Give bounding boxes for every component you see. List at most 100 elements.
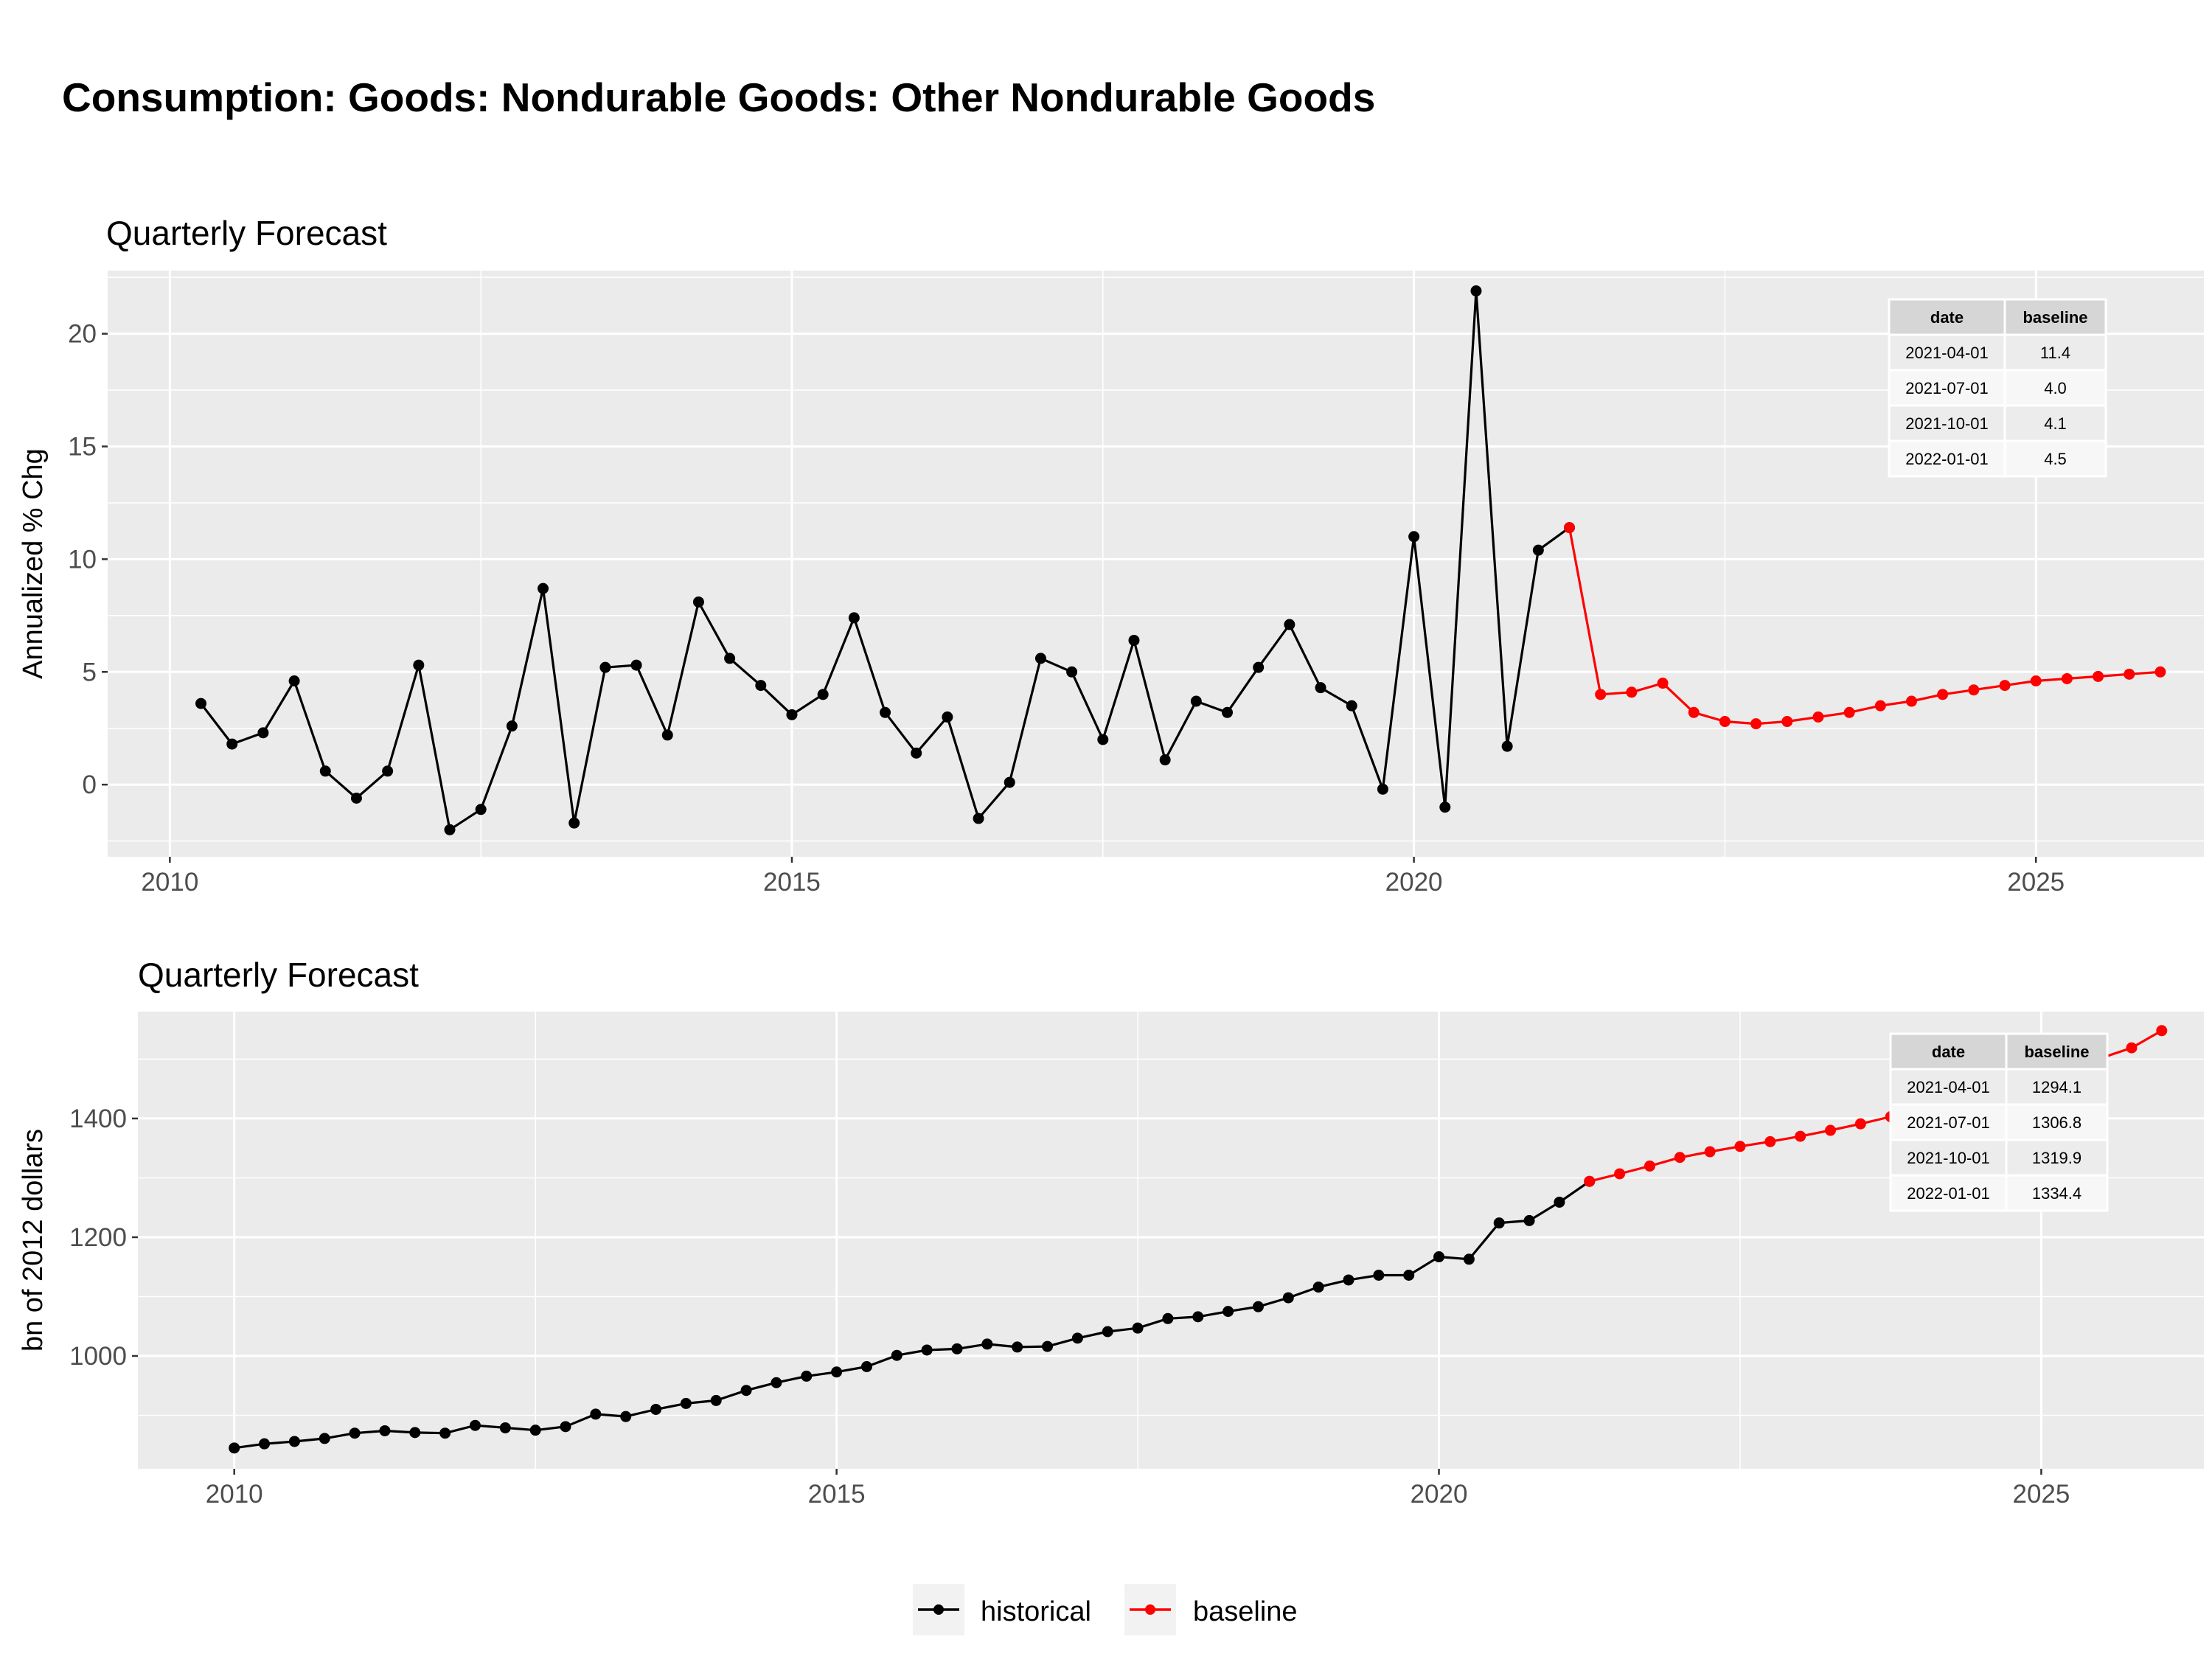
data-point-baseline xyxy=(2156,1025,2168,1037)
data-point-historical xyxy=(692,596,704,608)
data-point-historical xyxy=(1470,285,1482,297)
chart-panel-1: Quarterly Forecast 0 5 10 15 20 2010 2015 2020 20… xyxy=(18,214,2204,897)
table-cell xyxy=(2005,1174,2109,1212)
data-point-baseline xyxy=(1968,684,1980,696)
data-point-historical xyxy=(1222,1306,1234,1318)
chart-subtitle: Quarterly Forecast xyxy=(106,214,387,252)
data-point-historical xyxy=(319,1433,330,1444)
table-header-date: date xyxy=(1932,1043,1965,1061)
table-cell-text: 1306.8 xyxy=(2032,1113,2081,1132)
data-point-historical xyxy=(1282,1292,1294,1304)
data-point-historical xyxy=(710,1394,722,1406)
data-point-historical xyxy=(475,804,487,815)
table-header-cell xyxy=(1888,298,2006,336)
data-point-historical xyxy=(1377,783,1388,795)
data-point-historical xyxy=(529,1425,541,1436)
data-point-historical xyxy=(538,582,549,594)
x-tick-label: 2020 xyxy=(1385,868,1443,897)
data-point-historical xyxy=(650,1403,662,1415)
data-point-historical xyxy=(1066,666,1078,678)
data-point-baseline xyxy=(1812,711,1824,723)
x-tick-label: 2015 xyxy=(763,868,821,897)
data-point-historical xyxy=(1532,544,1544,556)
y-tick-label: 20 xyxy=(68,320,97,349)
data-point-historical xyxy=(257,727,269,739)
data-point-historical xyxy=(1408,531,1420,543)
data-point-baseline xyxy=(1626,686,1638,698)
data-point-baseline xyxy=(1674,1152,1686,1164)
y-tick-label: 0 xyxy=(83,771,97,799)
legend: historical baseline xyxy=(913,1584,1298,1635)
table-cell-text: 4.0 xyxy=(2044,379,2067,397)
x-tick-label: 2025 xyxy=(2007,868,2065,897)
table-cell-text: 1319.9 xyxy=(2032,1149,2081,1167)
chart-panel-2: Quarterly Forecast 1000 1200 1400 2010 2015 20… xyxy=(18,956,2204,1509)
table-cell-text: 11.4 xyxy=(2040,344,2070,362)
table-cell-text: 2021-04-01 xyxy=(1905,344,1989,362)
data-point-historical xyxy=(1312,1281,1324,1293)
table-header-baseline: baseline xyxy=(2023,308,2087,327)
table-cell-text: 2021-04-01 xyxy=(1907,1078,1990,1096)
data-point-historical xyxy=(1162,1312,1174,1324)
x-tick-label: 2025 xyxy=(2012,1480,2070,1509)
data-point-historical xyxy=(1403,1270,1415,1281)
y-tick-label: 1000 xyxy=(69,1342,127,1371)
data-point-historical xyxy=(499,1422,511,1433)
data-point-historical xyxy=(288,675,300,686)
legend-label-baseline: baseline xyxy=(1193,1596,1298,1627)
table-header-cell xyxy=(2005,1032,2109,1071)
data-point-baseline xyxy=(1781,716,1793,728)
legend-label-historical: historical xyxy=(981,1596,1091,1627)
data-point-historical xyxy=(1346,700,1357,712)
table-header-date: date xyxy=(1930,308,1964,327)
data-point-historical xyxy=(921,1344,933,1356)
data-point-historical xyxy=(590,1408,602,1420)
data-point-historical xyxy=(1493,1217,1505,1229)
data-point-historical xyxy=(319,765,331,777)
data-point-historical xyxy=(379,1425,391,1436)
chart-canvas: Quarterly Forecast 0 5 10 15 20 2010 2015 2020 20… xyxy=(18,214,2204,1509)
data-point-historical xyxy=(817,689,829,700)
data-point-historical xyxy=(880,706,891,718)
data-point-baseline xyxy=(2126,1042,2138,1054)
data-point-historical xyxy=(1315,682,1326,694)
data-point-historical xyxy=(1433,1251,1445,1263)
data-point-historical xyxy=(1190,695,1202,707)
data-point-historical xyxy=(1439,801,1451,813)
data-point-historical xyxy=(259,1438,271,1450)
data-point-historical xyxy=(1042,1340,1054,1352)
data-point-historical xyxy=(942,711,953,723)
data-point-baseline xyxy=(1874,700,1886,712)
data-point-historical xyxy=(444,824,456,835)
table-header-baseline: baseline xyxy=(2024,1043,2089,1061)
series-group xyxy=(195,285,2166,835)
data-point-historical xyxy=(771,1377,782,1388)
y-tick-label: 5 xyxy=(83,658,97,686)
baseline-table: date baseline 2021-04-01 11.4 2021-07-01 4.0 2… xyxy=(1888,298,2107,478)
y-tick-label: 10 xyxy=(68,545,97,574)
data-point-historical xyxy=(630,659,642,671)
data-point-historical xyxy=(226,738,238,750)
y-tick-label: 1400 xyxy=(69,1105,127,1133)
table-header-cell xyxy=(2003,298,2107,336)
data-point-historical xyxy=(1284,619,1295,630)
data-point-baseline xyxy=(1854,1118,1866,1130)
data-point-historical xyxy=(1343,1274,1354,1286)
data-point-historical xyxy=(1222,706,1234,718)
data-point-historical xyxy=(801,1370,813,1382)
y-tick-label: 15 xyxy=(68,433,97,462)
data-point-historical xyxy=(973,813,984,824)
data-point-baseline xyxy=(2093,670,2104,682)
data-point-historical xyxy=(724,653,736,664)
series-line-historical xyxy=(234,1180,1590,1450)
page-title: Consumption: Goods: Nondurable Goods: Ot… xyxy=(62,74,1376,120)
data-point-baseline xyxy=(1688,706,1700,718)
data-point-historical xyxy=(891,1349,902,1361)
legend-point-historical xyxy=(933,1604,944,1615)
data-point-historical xyxy=(951,1343,963,1354)
x-tick-label: 2020 xyxy=(1411,1480,1468,1509)
data-point-historical xyxy=(560,1421,571,1433)
data-point-baseline xyxy=(1795,1130,1806,1142)
data-point-baseline xyxy=(1704,1146,1716,1158)
data-point-historical xyxy=(786,709,798,720)
